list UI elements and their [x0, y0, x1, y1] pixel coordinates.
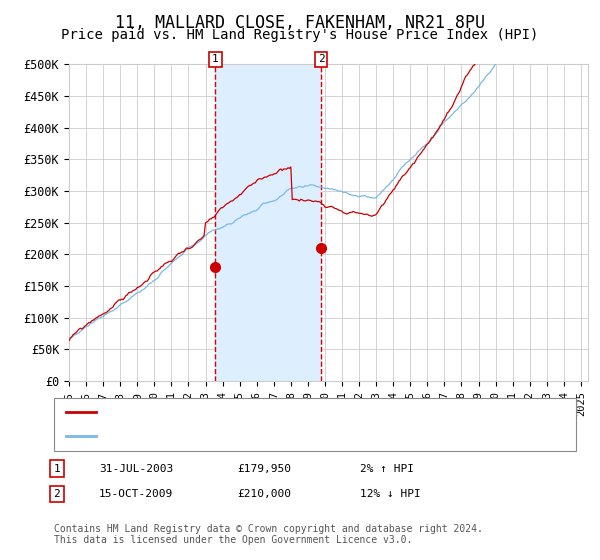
Text: Contains HM Land Registry data © Crown copyright and database right 2024.
This d: Contains HM Land Registry data © Crown c…: [54, 524, 483, 545]
Text: 2% ↑ HPI: 2% ↑ HPI: [360, 464, 414, 474]
Text: 15-OCT-2009: 15-OCT-2009: [99, 489, 173, 499]
Text: £179,950: £179,950: [237, 464, 291, 474]
Text: 31-JUL-2003: 31-JUL-2003: [99, 464, 173, 474]
Text: 2: 2: [53, 489, 61, 499]
Text: HPI: Average price, detached house, North Norfolk: HPI: Average price, detached house, Nort…: [99, 431, 405, 441]
Text: 11, MALLARD CLOSE, FAKENHAM, NR21 8PU: 11, MALLARD CLOSE, FAKENHAM, NR21 8PU: [115, 14, 485, 32]
Text: 1: 1: [53, 464, 61, 474]
Text: 12% ↓ HPI: 12% ↓ HPI: [360, 489, 421, 499]
Text: £210,000: £210,000: [237, 489, 291, 499]
Bar: [215, 64, 322, 381]
Text: 2: 2: [318, 54, 325, 64]
Text: 11, MALLARD CLOSE, FAKENHAM, NR21 8PU (detached house): 11, MALLARD CLOSE, FAKENHAM, NR21 8PU (d…: [99, 408, 437, 418]
Text: 1: 1: [212, 54, 219, 64]
Text: Price paid vs. HM Land Registry's House Price Index (HPI): Price paid vs. HM Land Registry's House …: [61, 28, 539, 42]
